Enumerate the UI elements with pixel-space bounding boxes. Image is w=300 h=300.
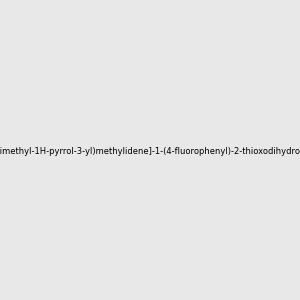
Text: (5Z)-5-[(1-cyclohexyl-2,5-dimethyl-1H-pyrrol-3-yl)methylidene]-1-(4-fluorophenyl: (5Z)-5-[(1-cyclohexyl-2,5-dimethyl-1H-py… xyxy=(0,147,300,156)
